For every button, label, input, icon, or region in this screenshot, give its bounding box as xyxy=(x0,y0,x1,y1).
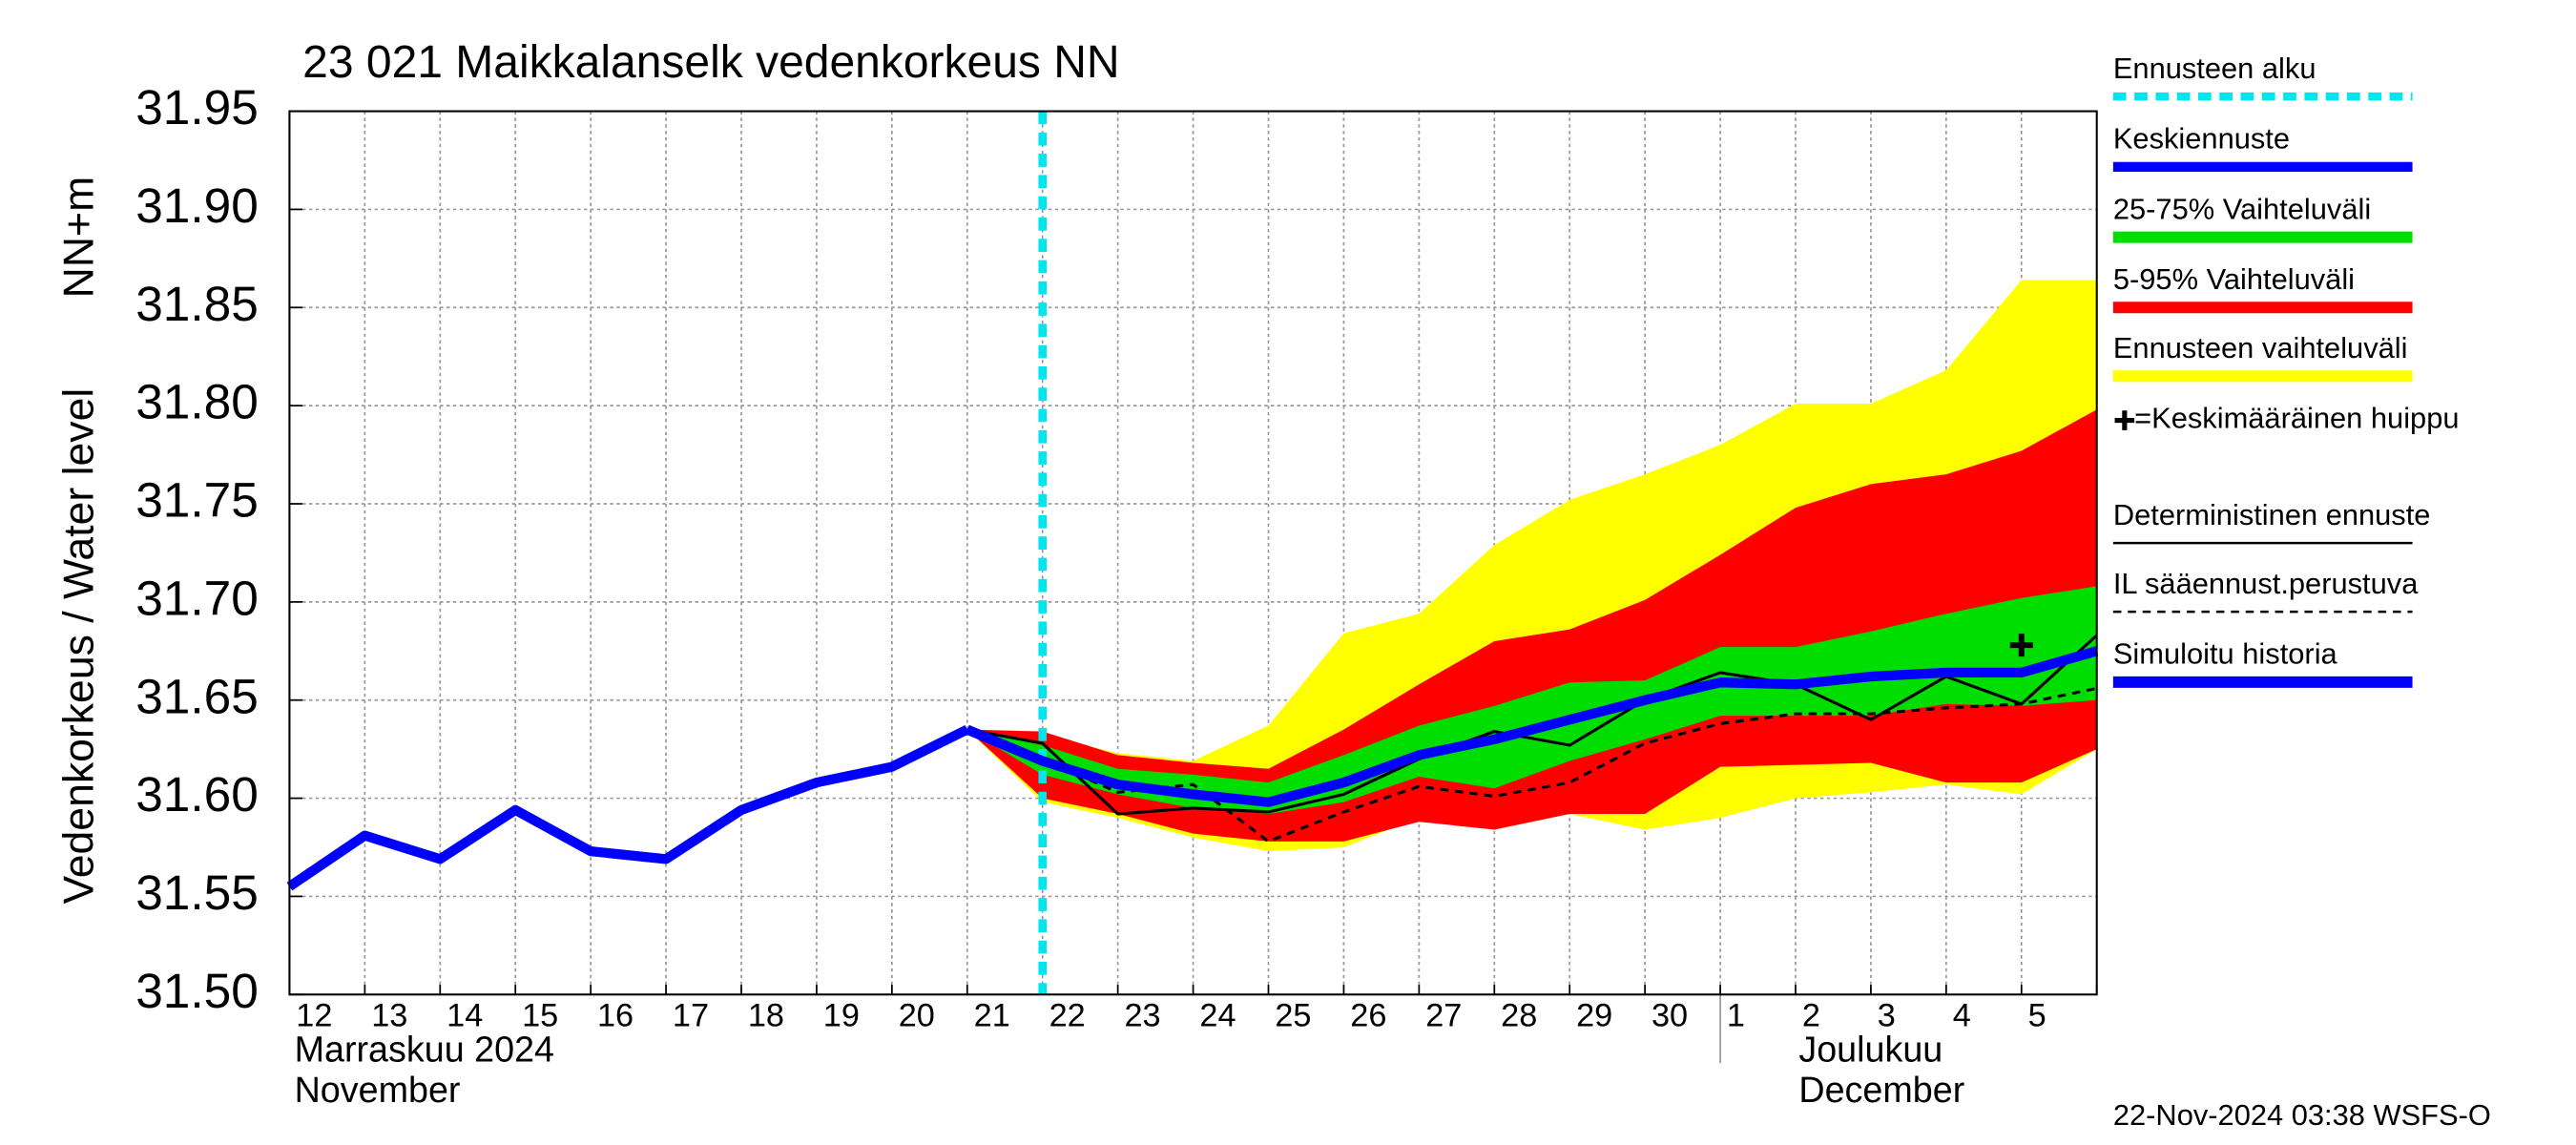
x-tick-label: 5 xyxy=(2028,997,2046,1033)
band xyxy=(966,409,2097,842)
x-tick-label: 20 xyxy=(899,997,935,1033)
chart-title: 23 021 Maikkalanselk vedenkorkeus NN xyxy=(302,37,1119,88)
legend-label: =Keskimääräinen huippu xyxy=(2134,402,2459,435)
y-tick-label: 31.50 xyxy=(135,963,259,1018)
x-tick-label: 16 xyxy=(597,997,634,1033)
x-tick-label: 24 xyxy=(1199,997,1236,1033)
x-tick-label: 14 xyxy=(447,997,483,1033)
y-axis-unit: NN+m xyxy=(55,177,102,299)
y-tick-label: 31.55 xyxy=(135,864,259,920)
x-tick-label: 28 xyxy=(1501,997,1537,1033)
legend-label: 5-95% Vaihteluväli xyxy=(2113,262,2355,296)
y-tick-label: 31.95 xyxy=(135,79,259,135)
x-tick-label: 12 xyxy=(296,997,332,1033)
x-tick-label: 30 xyxy=(1652,997,1688,1033)
series-line xyxy=(965,646,2099,807)
x-tick-label: 22 xyxy=(1049,997,1086,1033)
legend-label: Keskiennuste xyxy=(2113,122,2290,156)
x-tick-label: 1 xyxy=(1727,997,1745,1033)
y-tick-label: 31.70 xyxy=(135,570,259,625)
y-tick-label: 31.60 xyxy=(135,766,259,822)
band xyxy=(966,586,2097,815)
y-tick-label: 31.90 xyxy=(135,177,259,233)
legend-label: Simuloitu historia xyxy=(2113,637,2338,671)
legend-label: 25-75% Vaihteluväli xyxy=(2113,192,2371,225)
legend-label: Deterministinen ennuste xyxy=(2113,498,2431,531)
legend-swatch xyxy=(2114,410,2135,430)
y-tick-label: 31.85 xyxy=(135,276,259,331)
series-line xyxy=(286,724,970,891)
x-tick-label: 2 xyxy=(1802,997,1820,1033)
x-tick-label: 18 xyxy=(748,997,784,1033)
x-tick-label: 26 xyxy=(1350,997,1386,1033)
x-tick-label: 17 xyxy=(673,997,709,1033)
series-line xyxy=(966,686,2098,843)
series-line xyxy=(966,634,2098,816)
timestamp: 22-Nov-2024 03:38 WSFS-O xyxy=(2113,1098,2491,1132)
y-tick-label: 31.65 xyxy=(135,668,259,723)
peak-marker xyxy=(2009,634,2033,657)
month-label-en: November xyxy=(295,1070,461,1110)
x-tick-label: 27 xyxy=(1425,997,1462,1033)
month-label: Joulukuu xyxy=(1798,1029,1942,1069)
y-tick-label: 31.80 xyxy=(135,374,259,429)
x-tick-label: 29 xyxy=(1576,997,1612,1033)
x-tick-label: 25 xyxy=(1275,997,1311,1033)
legend-label: Ennusteen vaihteluväli xyxy=(2113,331,2408,364)
x-tick-label: 21 xyxy=(974,997,1010,1033)
x-tick-label: 4 xyxy=(1953,997,1971,1033)
plot-frame xyxy=(288,110,2098,996)
month-label: Marraskuu 2024 xyxy=(295,1029,554,1069)
y-axis-label: Vedenkorkeus / Water level xyxy=(55,388,102,905)
x-tick-label: 23 xyxy=(1125,997,1161,1033)
y-tick-label: 31.75 xyxy=(135,472,259,528)
legend-label: Ennusteen alku xyxy=(2113,52,2316,85)
x-tick-label: 3 xyxy=(1878,997,1896,1033)
x-tick-label: 13 xyxy=(371,997,407,1033)
x-tick-label: 19 xyxy=(823,997,860,1033)
legend-label: IL sääennust.perustuva xyxy=(2113,567,2419,600)
x-tick-label: 15 xyxy=(522,997,558,1033)
month-label-en: December xyxy=(1798,1070,1964,1110)
